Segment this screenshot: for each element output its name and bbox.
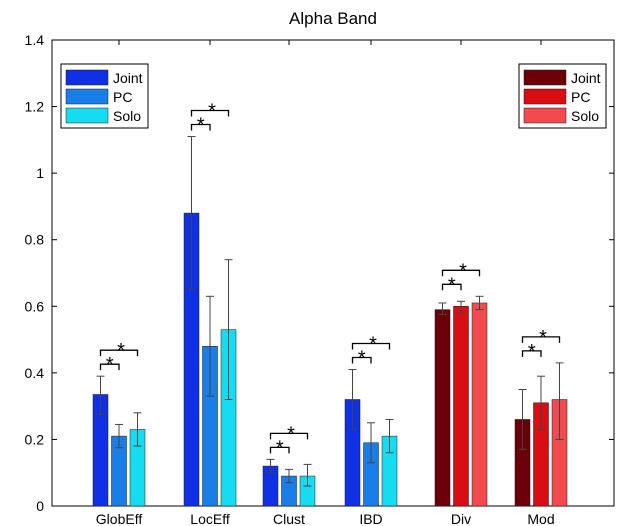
legend-top-left: Joint PC Solo <box>60 63 149 129</box>
x-tick-label: GlobEff <box>96 511 143 526</box>
legend-swatch <box>523 69 567 86</box>
x-tick-label: Div <box>451 511 471 526</box>
significance-bracket-joint-solo <box>351 342 391 350</box>
legend-swatch <box>65 69 109 86</box>
significance-star: * <box>539 327 547 349</box>
bar-div-pc <box>453 306 469 507</box>
legend-swatch <box>523 88 567 105</box>
x-axis: GlobEff LocEff Clust IBD Div Mod <box>96 40 555 526</box>
legend-swatch <box>65 107 109 124</box>
significance-star: * <box>448 274 456 296</box>
significance-star: * <box>117 340 125 362</box>
y-tick-label: 1.2 <box>25 99 45 115</box>
bar-div-joint <box>434 309 451 507</box>
plot-frame <box>51 39 615 507</box>
significance-bracket-joint-solo <box>521 336 561 343</box>
significance-bracket-joint-pc <box>190 123 211 131</box>
chart-title: Alpha Band <box>289 9 377 28</box>
significance-star: * <box>358 348 366 370</box>
legend-label: PC <box>571 89 590 105</box>
legend-swatch <box>523 107 567 124</box>
y-tick-label: 0.2 <box>25 431 45 447</box>
bars-layer <box>92 212 568 507</box>
error-bars-layer <box>96 136 564 487</box>
x-tick-label: Mod <box>527 511 554 526</box>
significance-bracket-joint-pc <box>99 363 120 371</box>
significance-star: * <box>276 437 284 459</box>
significance-star: * <box>287 423 295 445</box>
significance-star: * <box>208 101 216 123</box>
significance-bracket-joint-pc <box>351 356 372 364</box>
significance-bracket-joint-solo <box>99 349 139 357</box>
x-tick-label: IBD <box>359 511 382 526</box>
significance-bracket-joint-solo <box>441 269 481 277</box>
x-tick-label: Clust <box>273 511 305 526</box>
significance-star: * <box>528 341 536 363</box>
y-tick-label: 0.8 <box>25 232 45 248</box>
significance-star: * <box>369 334 377 356</box>
significance-star: * <box>459 260 467 282</box>
y-axis: 0 0.2 0.4 0.6 0.8 1 1.2 1.4 <box>25 32 614 514</box>
legends-layer: Joint PC Solo Joint PC Solo <box>60 63 607 129</box>
legend-label: PC <box>113 89 132 105</box>
y-tick-label: 1 <box>36 165 44 181</box>
legend-swatch <box>65 88 109 105</box>
significance-bracket-joint-pc <box>269 446 290 454</box>
significance-star: * <box>106 354 114 376</box>
legend-label: Joint <box>113 70 143 86</box>
legend-label: Solo <box>113 108 141 124</box>
significance-bracket-joint-pc <box>441 283 462 291</box>
significance-layer: ************ <box>99 101 561 459</box>
legend-top-right: Joint PC Solo <box>518 63 607 129</box>
legend-label: Joint <box>571 70 601 86</box>
significance-star: * <box>197 115 205 137</box>
significance-bracket-joint-solo <box>190 109 230 117</box>
significance-bracket-joint-pc <box>521 350 542 357</box>
y-tick-label: 1.4 <box>25 32 45 48</box>
x-tick-label: LocEff <box>190 511 230 526</box>
significance-bracket-joint-solo <box>269 432 309 440</box>
y-tick-label: 0.4 <box>25 365 45 381</box>
y-tick-label: 0 <box>36 498 44 514</box>
y-tick-label: 0.6 <box>25 298 45 314</box>
legend-label: Solo <box>571 108 599 124</box>
bar-div-solo <box>471 302 488 507</box>
